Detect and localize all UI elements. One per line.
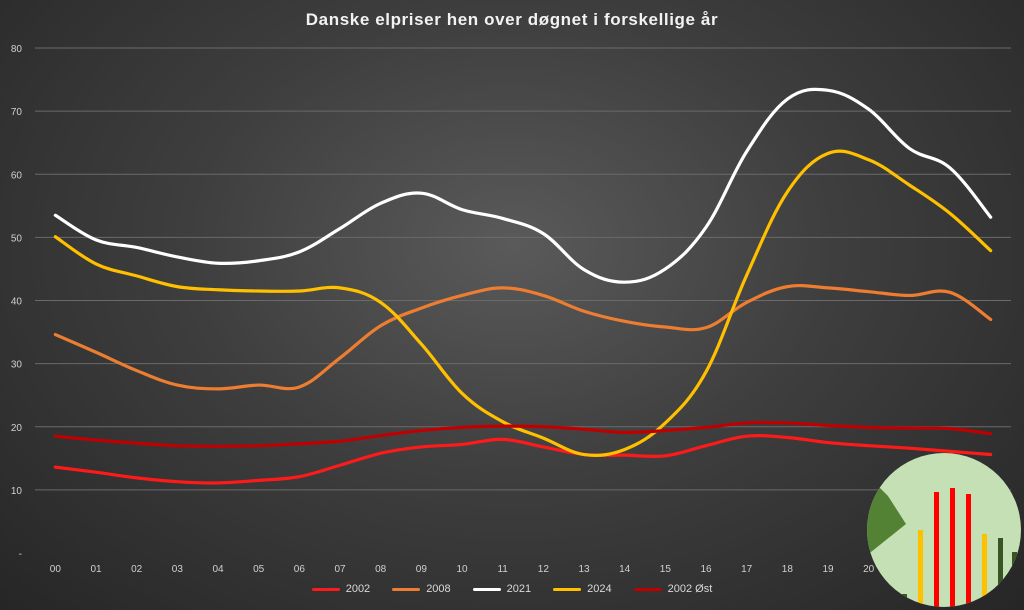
series-line-2021 — [53, 87, 993, 284]
chart-legend: 2002 2008 2021 2024 2002 Øst — [0, 583, 1024, 595]
logo-bar — [1012, 552, 1017, 607]
x-tick-label: 06 — [294, 564, 306, 575]
x-tick-label: 00 — [50, 564, 62, 575]
x-tick-label: 13 — [578, 564, 590, 575]
logo-bar — [998, 538, 1003, 607]
bar-chart-logo — [867, 453, 1021, 607]
x-tick-label: 14 — [619, 564, 631, 575]
chart-title: Danske elpriser hen over døgnet i forske… — [305, 10, 719, 29]
legend-swatch — [392, 587, 421, 591]
legend-label: 2002 Øst — [667, 583, 713, 595]
logo-bar — [982, 534, 987, 607]
x-tick-label: 01 — [90, 564, 102, 575]
x-tick-label: 18 — [782, 564, 794, 575]
x-tick-label: 11 — [497, 564, 508, 575]
x-tick-label: 20 — [863, 564, 875, 575]
legend-item: 2021 — [472, 583, 532, 595]
legend-label: 2024 — [587, 583, 612, 595]
legend-label: 2008 — [426, 583, 451, 595]
x-tick-label: 07 — [334, 564, 346, 575]
x-tick-label: 04 — [212, 564, 224, 575]
legend-swatch — [553, 587, 582, 591]
x-tick-label: 12 — [538, 564, 550, 575]
x-tick-label: 08 — [375, 564, 387, 575]
legend-swatch — [311, 587, 340, 591]
legend-label: 2002 — [345, 583, 371, 595]
logo-bar — [902, 594, 907, 607]
y-tick-label: 30 — [11, 360, 23, 371]
x-tick-label: 10 — [456, 564, 468, 575]
series-line-2008 — [53, 283, 993, 391]
y-tick-label: 40 — [11, 297, 23, 308]
y-tick-label: 50 — [11, 233, 23, 244]
legend-item: 2008 — [392, 583, 451, 595]
logo-bar — [966, 494, 971, 607]
logo-arrow-shape — [867, 474, 906, 556]
x-tick-label: 03 — [172, 564, 184, 575]
series-line-2002 — [53, 434, 993, 485]
x-tick-label: 17 — [741, 564, 753, 575]
legend-item: 2024 — [553, 583, 612, 595]
series-line-2002-Øst — [53, 420, 993, 448]
legend-label: 2021 — [506, 583, 532, 595]
y-tick-label: 70 — [11, 107, 23, 118]
x-tick-label: 09 — [416, 564, 428, 575]
y-tick-label: 80 — [11, 44, 23, 55]
legend-item: 2002 — [311, 583, 371, 595]
y-tick-label: - — [19, 549, 22, 560]
logo-bar — [950, 488, 955, 607]
y-tick-label: 60 — [11, 170, 23, 181]
logo-bar — [918, 530, 923, 607]
legend-item: 2002 Øst — [633, 583, 713, 595]
x-tick-label: 02 — [131, 564, 143, 575]
x-tick-label: 05 — [253, 564, 265, 575]
legend-swatch — [633, 587, 662, 591]
logo-bar — [934, 492, 939, 607]
y-tick-label: 20 — [11, 423, 23, 434]
x-tick-label: 16 — [700, 564, 712, 575]
legend-swatch — [472, 587, 501, 591]
y-tick-label: 10 — [11, 486, 23, 497]
series-line-2024 — [53, 149, 993, 457]
x-tick-label: 19 — [822, 564, 834, 575]
x-tick-label: 15 — [660, 564, 672, 575]
